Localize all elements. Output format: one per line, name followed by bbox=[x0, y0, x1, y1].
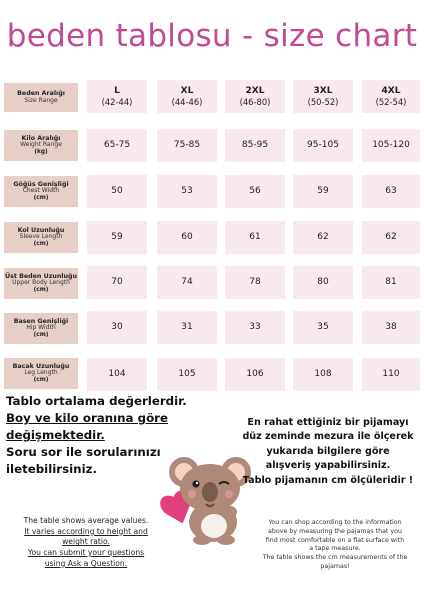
size-header-2xl: 2XL (46-80) bbox=[225, 80, 285, 113]
size-range: (52-54) bbox=[375, 96, 407, 107]
row-label-tr: Göğüs Genişliği bbox=[13, 181, 69, 189]
cell-4xl-weight: 105-120 bbox=[362, 129, 420, 162]
size-header-xl: XL (44-46) bbox=[157, 80, 217, 113]
cell-l-leg: 104 bbox=[87, 358, 147, 391]
cell-l-upper: 70 bbox=[87, 266, 147, 299]
cell-2xl-weight: 85-95 bbox=[225, 129, 285, 162]
cell-l-hip: 30 bbox=[87, 311, 147, 344]
row-label-sleeve: Kol Uzunluğu Sleeve Length (cm) bbox=[4, 222, 78, 253]
row-label-unit: (cm) bbox=[33, 377, 49, 384]
cell-2xl-leg: 106 bbox=[225, 358, 285, 391]
note-line: It varies according to height and bbox=[24, 526, 148, 536]
row-label-tr: Kilo Aralığı bbox=[21, 135, 61, 143]
cell-4xl-leg: 110 bbox=[362, 358, 420, 391]
row-label-en: Chest Width bbox=[22, 187, 60, 195]
row-label-hip: Basen Genişliği Hip Width (cm) bbox=[4, 313, 78, 344]
cell-4xl-upper: 81 bbox=[362, 266, 420, 299]
note-line: Soru sor ile sorularınızı bbox=[6, 445, 161, 460]
cell-xl-weight: 75-85 bbox=[157, 129, 217, 162]
row-label-chest: Göğüs Genişliği Chest Width (cm) bbox=[4, 176, 78, 207]
note-line: Tablo pijamanın cm ölçüleridir ! bbox=[242, 474, 414, 486]
row-label-weight: Kilo Aralığı Weight Range (kg) bbox=[4, 130, 78, 161]
note-line: You can submit your questions bbox=[27, 547, 145, 557]
note-line: Boy ve kilo oranına göre bbox=[6, 411, 168, 426]
note-line: En rahat ettiğiniz bir pijamayı bbox=[247, 417, 409, 428]
size-label: 4XL bbox=[381, 85, 401, 96]
note-line: yukarıda bilgilere göre bbox=[266, 445, 390, 457]
row-label-tr: Kol Uzunluğu bbox=[17, 227, 65, 235]
cell-l-chest: 50 bbox=[87, 175, 147, 208]
size-range: (46-80) bbox=[239, 96, 271, 107]
cell-xl-hip: 31 bbox=[157, 311, 217, 344]
row-label-tr: Basen Genişliği bbox=[13, 318, 69, 326]
row-label-unit: (cm) bbox=[33, 241, 49, 248]
note-tr-right: En rahat ettiğiniz bir pijamayı düz zemi… bbox=[236, 416, 420, 488]
size-header-4xl: 4XL (52-54) bbox=[362, 80, 420, 113]
row-label-tr: Üst Beden Uzunluğu bbox=[5, 273, 77, 281]
row-label-unit: (cm) bbox=[33, 287, 49, 294]
row-label-unit: (cm) bbox=[33, 195, 49, 202]
row-label-upper-body: Üst Beden Uzunluğu Upper Body Length (cm… bbox=[4, 268, 78, 299]
note-line: The table shows average values. bbox=[23, 516, 149, 525]
size-range: (50-52) bbox=[307, 96, 339, 107]
cell-2xl-hip: 33 bbox=[225, 311, 285, 344]
size-label: XL bbox=[180, 85, 194, 96]
koala-with-heart-icon bbox=[160, 457, 251, 545]
row-label-tr: Bacak Uzunluğu bbox=[12, 363, 70, 371]
row-label-unit: (cm) bbox=[33, 332, 49, 339]
cell-3xl-leg: 108 bbox=[293, 358, 353, 391]
row-label-tr: Beden Aralığı bbox=[17, 90, 65, 98]
cell-xl-leg: 105 bbox=[157, 358, 217, 391]
cell-4xl-hip: 38 bbox=[362, 311, 420, 344]
size-range: (44-46) bbox=[171, 96, 203, 107]
size-label: 3XL bbox=[313, 85, 333, 96]
note-tr-left: Tablo ortalama değerlerdir. Boy ve kilo … bbox=[6, 393, 191, 478]
row-label-en: Leg Length bbox=[24, 369, 58, 377]
note-en-left: The table shows average values. It varie… bbox=[6, 516, 166, 569]
note-line: Tablo ortalama değerlerdir. bbox=[6, 394, 187, 408]
row-label-en: Upper Body Length bbox=[12, 279, 70, 287]
note-line: değişmektedir. bbox=[6, 428, 105, 443]
cell-l-weight: 65-75 bbox=[87, 129, 147, 162]
size-header-3xl: 3XL (50-52) bbox=[293, 80, 353, 113]
note-line: above by measuring the pajamas that you bbox=[268, 527, 402, 535]
note-line: pajamas! bbox=[320, 563, 350, 571]
row-label-size-range: Beden Aralığı Size Range bbox=[4, 83, 78, 112]
note-line: The table shows the cm measurements of t… bbox=[262, 554, 408, 562]
size-range: (42-44) bbox=[101, 96, 133, 107]
row-label-leg: Bacak Uzunluğu Leg Length (cm) bbox=[4, 358, 78, 389]
size-header-l: L (42-44) bbox=[87, 80, 147, 113]
row-label-en: Weight Range bbox=[20, 141, 62, 149]
row-label-en: Sleeve Length bbox=[19, 233, 63, 241]
row-label-en: Hip Width bbox=[26, 324, 56, 332]
note-line: find most comfortable on a flat surface … bbox=[265, 536, 405, 544]
note-line: düz zeminde mezura ile ölçerek bbox=[242, 431, 414, 443]
cell-3xl-upper: 80 bbox=[293, 266, 353, 299]
cell-4xl-chest: 63 bbox=[362, 175, 420, 208]
note-line: alışveriş yapabilirsiniz. bbox=[265, 460, 391, 472]
note-line: You can shop according to the informatio… bbox=[268, 519, 402, 526]
note-line: using Ask a Question. bbox=[44, 558, 128, 568]
cell-3xl-chest: 59 bbox=[293, 175, 353, 208]
cell-2xl-chest: 56 bbox=[225, 175, 285, 208]
page-title: beden tablosu - size chart bbox=[6, 18, 418, 54]
cell-4xl-sleeve: 62 bbox=[362, 221, 420, 254]
cell-xl-upper: 74 bbox=[157, 266, 217, 299]
cell-2xl-sleeve: 61 bbox=[225, 221, 285, 254]
cell-3xl-hip: 35 bbox=[293, 311, 353, 344]
note-line: iletebilirsiniz. bbox=[6, 462, 97, 477]
cell-xl-sleeve: 60 bbox=[157, 221, 217, 254]
cell-3xl-weight: 95-105 bbox=[293, 129, 353, 162]
row-label-unit: (kg) bbox=[34, 149, 48, 156]
note-line: weight ratio. bbox=[62, 537, 110, 547]
cell-l-sleeve: 59 bbox=[87, 221, 147, 254]
note-line: a tape measure. bbox=[309, 545, 361, 553]
size-label: L bbox=[114, 85, 120, 96]
note-en-right: You can shop according to the informatio… bbox=[250, 519, 420, 572]
row-label-en: Size Range bbox=[24, 96, 58, 104]
cell-xl-chest: 53 bbox=[157, 175, 217, 208]
cell-3xl-sleeve: 62 bbox=[293, 221, 353, 254]
size-label: 2XL bbox=[245, 85, 265, 96]
cell-2xl-upper: 78 bbox=[225, 266, 285, 299]
